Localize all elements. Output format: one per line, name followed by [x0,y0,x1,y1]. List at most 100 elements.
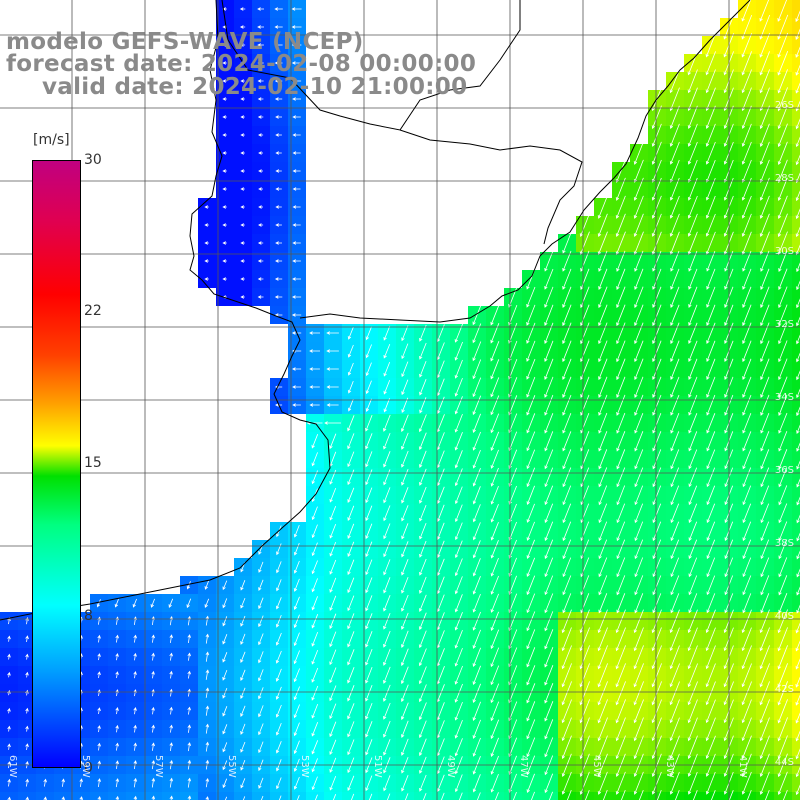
wind-arrow [687,645,698,670]
wind-arrow [526,575,536,596]
wind-arrow [204,259,209,263]
wind-arrow [742,394,752,416]
wind-arrow [275,151,282,155]
wind-arrow [258,561,264,573]
field-cell [522,792,540,800]
wind-arrow [597,771,608,795]
field-cell [792,486,800,504]
field-cell [792,720,800,738]
wind-arrow [292,259,301,263]
wind-arrow [544,376,554,398]
wind-arrow [651,177,662,201]
wind-arrow [669,141,680,165]
wind-arrow [598,358,608,381]
wind-arrow [526,449,536,470]
wind-arrow [579,627,590,652]
wind-arrow [383,343,391,359]
wind-arrow [795,694,800,706]
coastline-east [299,0,751,323]
wind-arrow [383,325,391,341]
wind-arrow [561,735,572,760]
wind-arrow [544,521,554,542]
wind-arrow [454,719,463,739]
wind-arrow [705,213,716,237]
wind-arrow [616,322,626,345]
wind-arrow [115,707,119,715]
wind-arrow [796,496,800,506]
wind-arrow [670,268,680,290]
wind-arrow [401,720,409,738]
field-cell [36,792,54,800]
field-cell [684,792,702,800]
wind-arrow [777,32,789,58]
wind-arrow [309,403,320,407]
wind-arrow [401,487,409,504]
wind-arrow [598,575,608,596]
wind-arrow [777,87,788,112]
wind-arrow [777,771,788,795]
wind-arrow [383,432,391,450]
wind-arrow [544,413,554,434]
wind-arrow [383,541,391,558]
wind-arrow [616,449,626,470]
wind-arrow [562,268,572,290]
wind-arrow [436,468,445,487]
wind-arrow [688,575,698,596]
wind-arrow [257,241,264,245]
wind-arrow [544,358,554,380]
wind-arrow [777,663,788,688]
wind-arrow [687,663,698,688]
longitude-label: 45W [591,755,602,778]
wind-arrow [777,51,789,76]
wind-arrow [562,358,572,380]
wind-arrow [311,667,319,683]
wind-arrow [562,593,572,614]
field-cell [792,378,800,396]
field-cell [18,792,36,800]
wind-arrow [741,771,752,795]
wind-arrow [669,771,680,795]
wind-arrow [526,467,536,488]
wind-arrow [347,415,355,432]
wind-arrow [169,777,174,788]
wind-arrow [562,232,572,254]
wind-arrow [169,795,174,800]
wind-arrow [329,721,337,738]
wind-arrow [544,593,554,614]
wind-arrow [706,340,716,362]
wind-arrow [383,739,391,756]
wind-arrow [777,195,788,219]
wind-arrow [778,322,788,345]
wind-arrow [258,777,264,789]
wind-arrow [440,792,445,800]
wind-arrow [224,796,228,800]
field-cell [216,792,234,800]
wind-arrow [222,687,228,699]
wind-arrow [796,262,800,273]
wind-arrow [293,542,300,556]
wind-arrow [490,467,499,487]
wind-arrow [133,742,137,751]
wind-arrow [579,681,590,706]
field-cell [792,234,800,252]
wind-arrow [293,614,300,629]
wind-arrow [292,115,301,119]
wind-arrow [365,433,373,450]
wind-arrow [633,645,644,670]
wind-arrow [778,503,788,524]
field-cell [792,576,800,594]
wind-arrow [274,43,283,47]
wind-arrow [777,717,788,742]
wind-arrow [795,766,800,778]
wind-arrow [633,177,644,201]
wind-arrow [652,304,662,327]
field-cell [612,792,630,800]
wind-arrow [25,743,29,750]
wind-arrow [616,575,626,596]
wind-arrow [347,469,355,486]
wind-arrow [760,521,770,542]
longitude-label: 41W [737,755,748,778]
wind-arrow [258,169,263,173]
wind-arrow [186,581,191,590]
